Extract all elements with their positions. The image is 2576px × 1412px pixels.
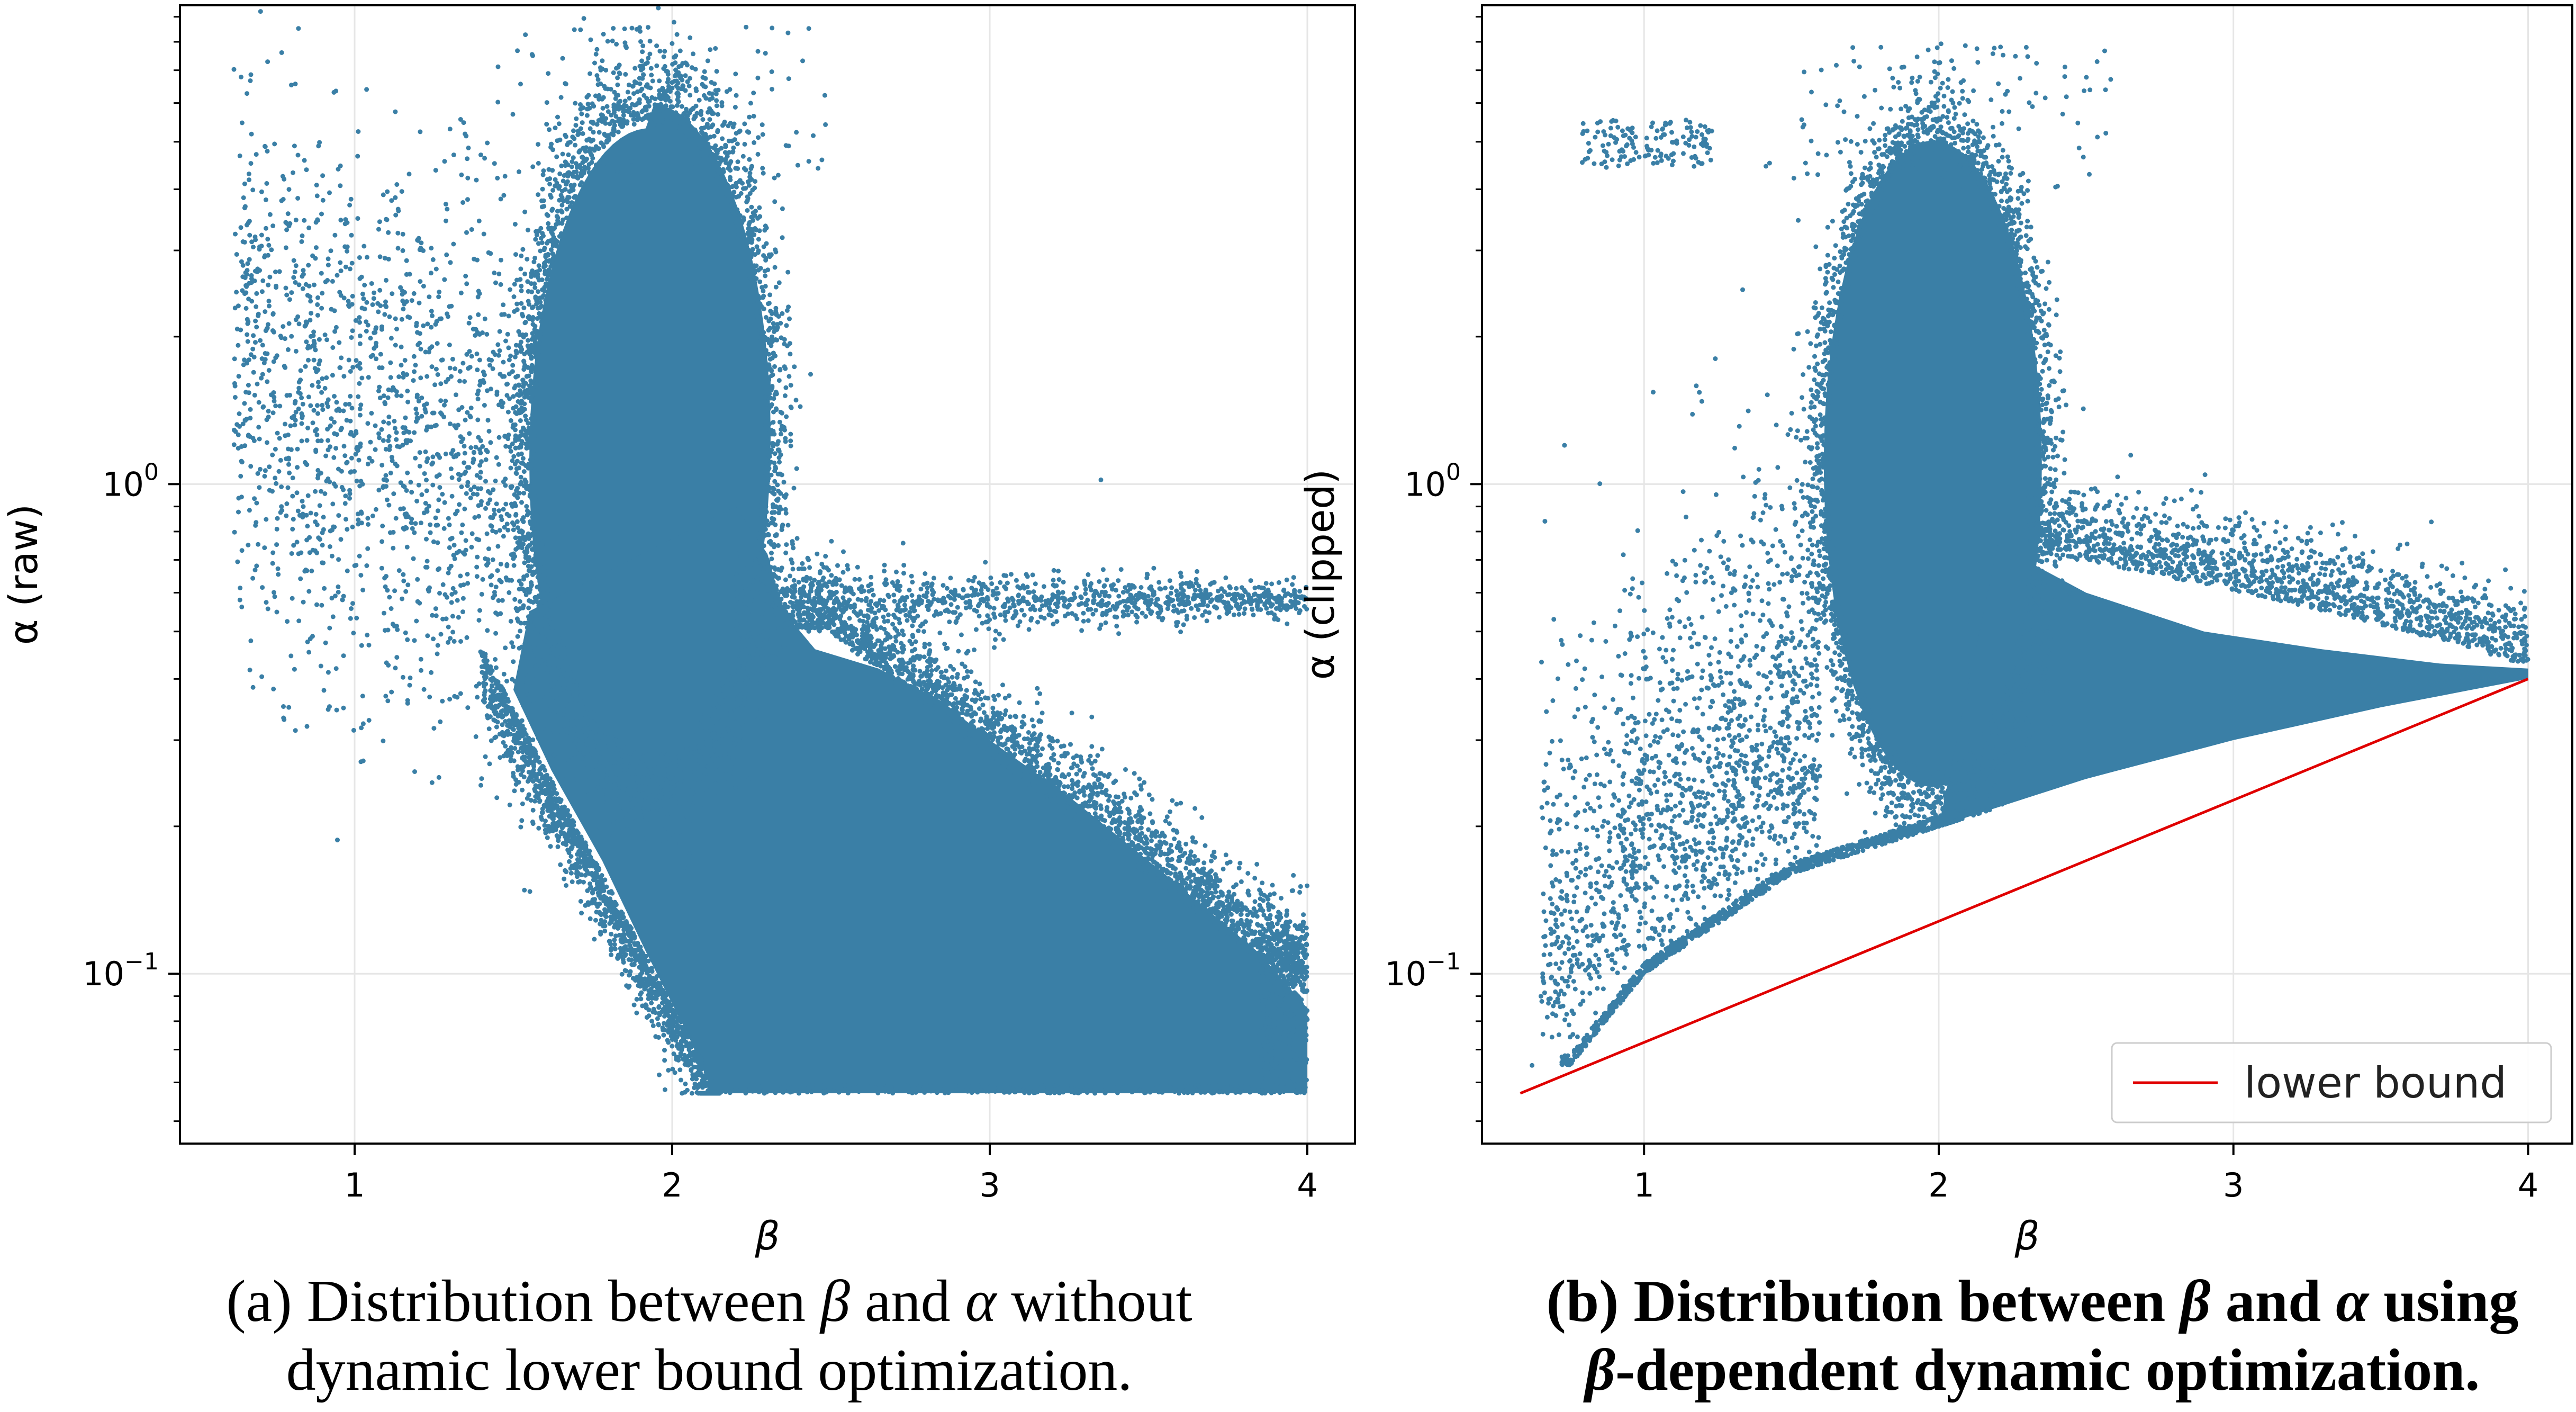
panel-a-caption-line1-mid: and xyxy=(850,1269,965,1334)
panel-b-x-tick-label: 1 xyxy=(1633,1166,1654,1204)
panel-b-x-tick-label: 4 xyxy=(2518,1166,2538,1204)
panel-a-xlabel-wrap: β xyxy=(754,1213,780,1259)
panel-a-caption-line1-post: without xyxy=(996,1269,1192,1334)
panel-a-x-axis-label: β xyxy=(754,1213,780,1259)
panel-b-x-axis-label: β xyxy=(2014,1213,2039,1259)
panel-a-caption-alpha: α xyxy=(965,1269,998,1334)
panel-b-caption-line2-text: -dependent dynamic optimization. xyxy=(1615,1337,2480,1403)
panel-a-caption-line1-pre: (a) Distribution between xyxy=(226,1269,820,1334)
panel-a-y-axis-label: α (raw) xyxy=(1,504,47,645)
panel-b-caption-line2-beta: β xyxy=(1583,1337,1615,1403)
panel-a-x-tick-label: 3 xyxy=(979,1166,1000,1204)
panel-b-x-tick-label: 3 xyxy=(2223,1166,2244,1204)
panel-b-x-tick-label: 2 xyxy=(1928,1166,1949,1204)
panel-a-x-tick-label: 4 xyxy=(1297,1166,1317,1204)
panel-b-caption-alpha: α xyxy=(2336,1269,2370,1334)
panel-b-caption-line1: (b) Distribution between β and α using xyxy=(1547,1269,2519,1334)
panel-a-caption-line1: (a) Distribution between β and α without xyxy=(226,1269,1192,1334)
panel-b-caption-line1-pre: (b) Distribution between xyxy=(1547,1269,2181,1334)
panel-a-caption-line2: dynamic lower bound optimization. xyxy=(286,1337,1133,1403)
panel-b-y-axis-label: α (clipped) xyxy=(1298,469,1343,680)
panel-a-caption-beta: β xyxy=(819,1269,850,1334)
panel-b-caption-line1-mid: and xyxy=(2211,1269,2336,1334)
panel-b-caption-beta: β xyxy=(2178,1269,2210,1334)
panel-a-x-tick-label: 2 xyxy=(662,1166,682,1204)
panel-b-legend: lower bound xyxy=(2112,1043,2551,1122)
panel-a-x-tick-label: 1 xyxy=(344,1166,365,1204)
panel-b-legend-label: lower bound xyxy=(2244,1058,2507,1108)
panel-b-caption-line2: β-dependent dynamic optimization. xyxy=(1583,1337,2480,1403)
panel-b-caption-line1-post: using xyxy=(2369,1269,2518,1334)
